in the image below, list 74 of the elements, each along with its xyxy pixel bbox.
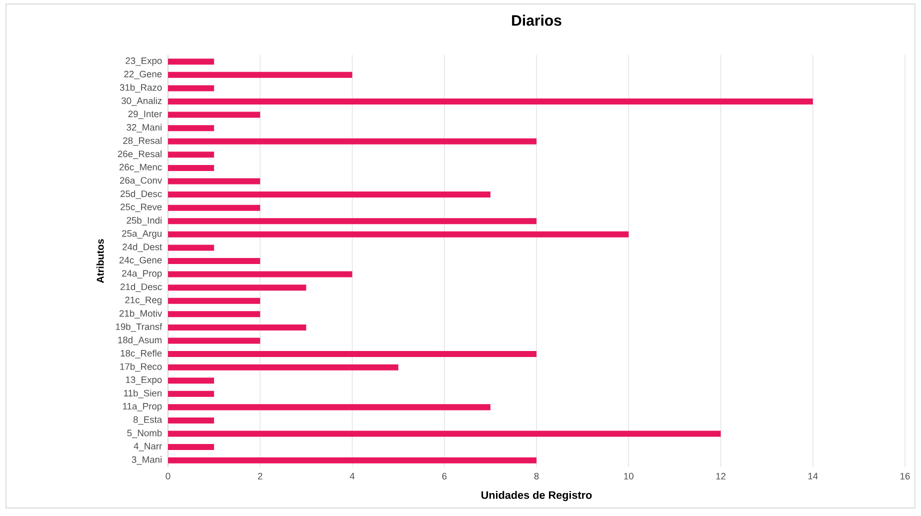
y-tick-label: 21c_Reg <box>125 296 162 306</box>
bar <box>168 417 214 424</box>
y-tick-label: 23_Expo <box>126 57 162 66</box>
bar <box>168 231 629 238</box>
bar <box>168 351 536 358</box>
y-axis-title: Atributos <box>96 239 104 283</box>
bar <box>168 244 214 251</box>
bar <box>168 457 536 464</box>
bar <box>168 284 306 291</box>
y-tick-label: 17b_Reco <box>120 363 162 372</box>
bar <box>168 311 260 318</box>
y-tick-label: 28_Resal <box>123 137 162 146</box>
x-tick-label: 12 <box>716 472 726 480</box>
bar <box>168 192 490 198</box>
x-tick-label: 0 <box>166 472 170 480</box>
bar <box>168 258 260 264</box>
x-tick-label: 10 <box>624 472 634 480</box>
y-tick-label: 29_Inter <box>128 110 162 119</box>
bar <box>168 98 813 105</box>
x-tick-label: 8 <box>534 472 539 480</box>
y-tick-label: 4_Narr <box>134 442 162 452</box>
x-tick-label: 16 <box>900 472 910 480</box>
bar <box>168 152 214 158</box>
bar <box>168 218 536 224</box>
y-tick-label: 21d_Desc <box>120 283 162 292</box>
y-tick-label: 26a_Conv <box>120 177 162 186</box>
y-tick-label: 25b_Indi <box>126 216 162 226</box>
bar <box>168 72 352 78</box>
y-tick-label: 26e_Resal <box>118 150 162 159</box>
bar <box>168 378 214 384</box>
y-tick-label: 13_Expo <box>126 376 162 385</box>
y-tick-label: 30_Analiz <box>121 97 162 106</box>
y-tick-label: 5_Nomb <box>127 429 162 438</box>
bar <box>168 404 490 410</box>
y-tick-label: 18c_Refle <box>120 350 162 358</box>
bar <box>168 58 214 65</box>
bar <box>168 338 260 344</box>
bar <box>168 390 214 397</box>
y-tick-label: 11b_Sien <box>124 390 162 398</box>
bar <box>168 271 352 278</box>
bar <box>168 364 398 370</box>
y-tick-label: 21b_Motiv <box>120 310 162 318</box>
y-tick-label: 18d_Asum <box>118 336 162 346</box>
chart-title: Diarios <box>512 14 562 26</box>
bar <box>168 324 306 330</box>
y-tick-label: 22_Gene <box>124 70 162 80</box>
bar <box>168 444 214 450</box>
bar <box>168 430 721 437</box>
y-tick-label: 25c_Reve <box>120 204 162 212</box>
bar <box>168 298 260 304</box>
bar <box>168 164 214 171</box>
y-tick-label: 24c_Gene <box>120 256 162 266</box>
bar <box>168 125 214 132</box>
y-tick-label: 24d_Dest <box>122 243 162 252</box>
y-tick-label: 24a_Prop <box>122 270 162 279</box>
y-tick-label: 19b_Transf <box>116 323 162 332</box>
y-tick-label: 3_Mani <box>132 456 162 465</box>
y-tick-label: 26c_Menc <box>120 164 162 172</box>
x-axis-title: Unidades de Registro <box>481 490 592 502</box>
x-tick-label: 4 <box>350 472 355 480</box>
bar <box>168 112 260 118</box>
x-tick-label: 14 <box>808 472 818 480</box>
bar <box>168 85 214 92</box>
y-tick-label: 25d_Desc <box>120 190 162 199</box>
bar <box>168 204 260 211</box>
bar <box>168 138 536 144</box>
bar <box>168 178 260 184</box>
x-tick-label: 2 <box>258 472 262 480</box>
y-tick-label: 11a_Prop <box>123 403 162 412</box>
y-tick-label: 8_Esta <box>133 416 162 425</box>
y-tick-label: 31b_Razo <box>120 84 162 93</box>
y-tick-label: 32_Mani <box>126 124 162 132</box>
x-tick-label: 6 <box>442 472 447 480</box>
y-tick-label: 25a_Argu <box>122 230 162 239</box>
